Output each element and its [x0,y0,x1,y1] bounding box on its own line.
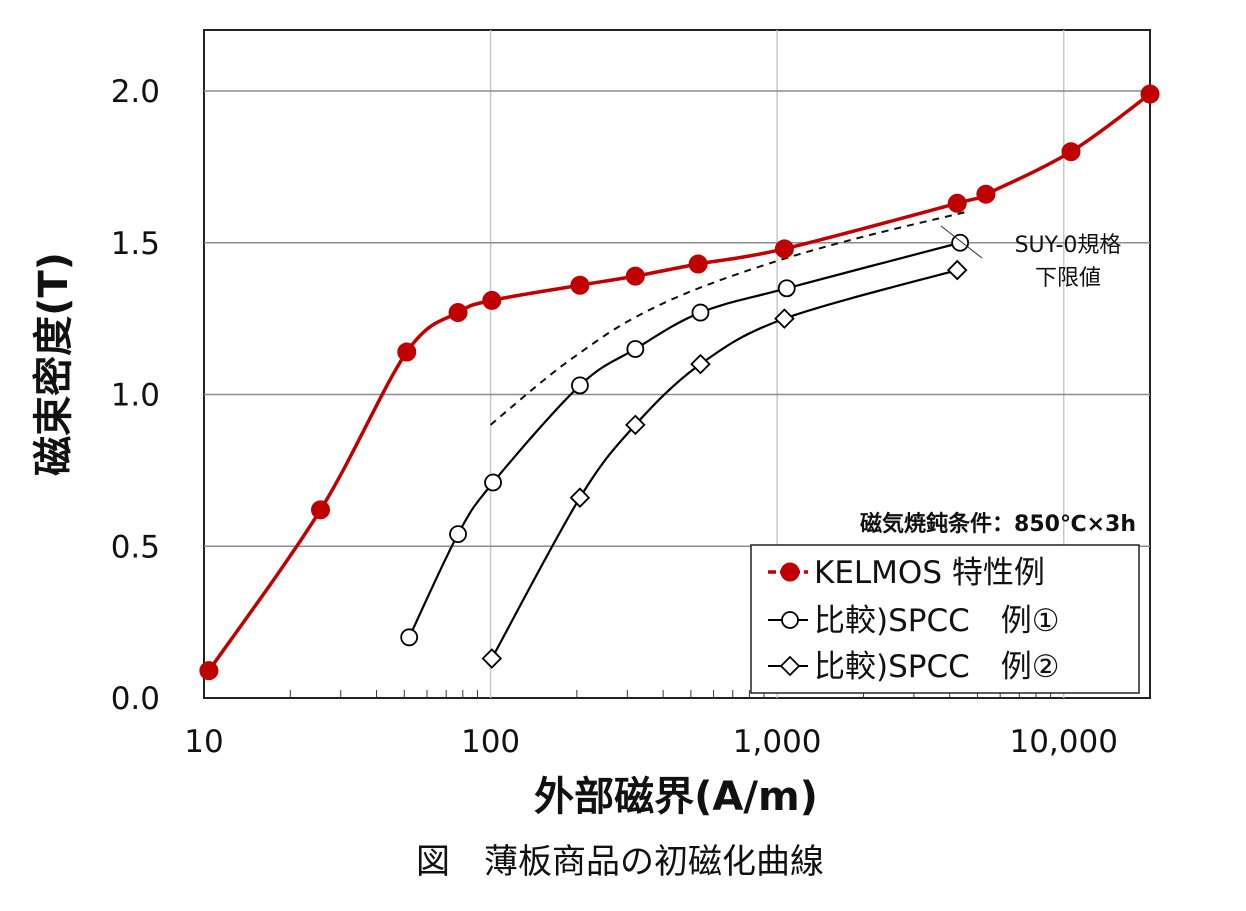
series-3 [481,259,968,669]
data-point [484,473,502,492]
legend-item-1: KELMOS 特性例 [768,555,1045,591]
data-point [691,303,710,322]
data-point [626,340,645,358]
legend-swatch-marker [781,611,799,629]
data-point [777,279,796,298]
data-point [397,342,417,362]
data-point [199,661,219,681]
y-tick-label: 1.0 [111,378,160,414]
y-tick-label: 1.5 [111,226,160,262]
data-point [946,259,968,281]
series-1 [199,84,1160,681]
series-2 [400,233,970,647]
reference-label-line2: 下限値 [1035,266,1101,291]
reference-label-line1: SUY-0規格 [1015,233,1122,258]
y-tick-label: 0.5 [111,529,160,565]
data-point [570,275,590,295]
data-point [569,487,591,508]
legend-label: 比較)SPCC 例① [814,603,1060,639]
y-tick-label: 0.0 [111,681,160,717]
legend-label: KELMOS 特性例 [814,555,1045,591]
data-point [625,266,645,286]
legend-swatch-marker [779,655,801,677]
data-point [1061,142,1081,162]
data-point [449,525,467,544]
data-point [951,233,970,252]
x-tick-label: 10 [184,724,223,760]
legend-item-2: 比較)SPCC 例① [768,603,1060,639]
figure-caption: 図 薄板商品の初磁化曲線 [416,842,824,882]
x-tick-label: 10,000 [1009,724,1117,760]
y-tick-label: 2.0 [111,74,160,110]
data-point [448,303,468,323]
data-point [400,628,419,647]
data-point [482,290,502,310]
legend-item-3: 比較)SPCC 例② [768,649,1060,685]
data-point [774,308,795,329]
data-point [571,376,589,395]
x-tick-label: 1,000 [733,724,822,760]
y-axis-title: 磁束密度(T) [31,252,77,476]
series-line [490,269,958,660]
data-point [688,254,708,274]
legend-box [750,544,1140,694]
data-point [625,414,646,436]
legend-swatch-marker [780,562,800,582]
annealing-condition-note: 磁気焼鈍条件：850℃×3h [860,511,1136,537]
series-group [199,84,1160,681]
x-tick-label: 100 [461,724,520,760]
reference-leader-line [940,225,983,259]
data-point [947,193,967,213]
legend-label: 比較)SPCC 例② [814,649,1060,685]
data-point [976,184,996,204]
data-point [774,239,794,259]
tick-labels: 10 100 1,000 10,000 0.0 0.5 1.0 1.5 2.0 [111,74,1118,760]
data-point [311,500,331,520]
x-axis-title: 外部磁界(A/m) [534,774,818,820]
data-point [1140,84,1160,104]
data-point [481,648,503,669]
data-point [690,353,711,375]
